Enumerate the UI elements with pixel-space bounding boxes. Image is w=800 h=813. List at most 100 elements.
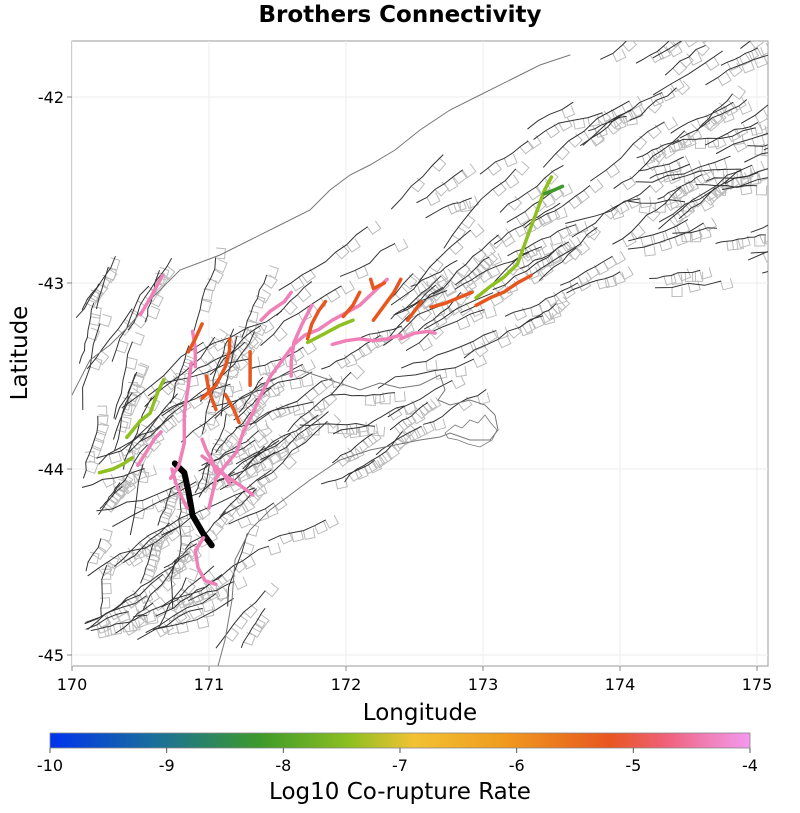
fault-patch — [142, 499, 154, 511]
fault-patch — [279, 531, 294, 545]
fault-trace — [571, 185, 651, 238]
fault-patch — [612, 272, 626, 286]
fault-trace — [87, 527, 179, 577]
fault-patch — [87, 551, 100, 565]
fault-trace — [190, 341, 246, 375]
fault-patch — [92, 545, 107, 560]
fault-patch — [410, 177, 426, 193]
fault-patch — [254, 434, 269, 449]
fault-patch — [689, 160, 703, 174]
fault-patch — [188, 394, 204, 410]
fault-patch — [761, 145, 768, 157]
fault-patch — [163, 368, 178, 384]
fault-patch — [172, 559, 185, 573]
fault-patch — [431, 304, 446, 318]
fault-trace — [454, 252, 530, 290]
fault-trace — [79, 302, 95, 364]
fault-patch — [754, 109, 768, 124]
fault-patch — [545, 124, 560, 139]
fault-patch — [632, 135, 648, 151]
rupture-segment — [138, 273, 165, 317]
fault-trace — [493, 202, 561, 245]
fault-patch — [638, 202, 651, 215]
fault-patch — [647, 124, 662, 140]
fault-patch — [143, 465, 157, 478]
fault-patch — [232, 558, 248, 574]
fault-trace — [387, 380, 453, 418]
fault-patch — [88, 445, 102, 460]
fault-patch — [97, 413, 109, 426]
fault-patch — [540, 242, 555, 256]
fault-trace — [260, 411, 329, 460]
fault-patch — [131, 332, 145, 346]
fault-patch — [113, 483, 128, 498]
fault-patch — [363, 460, 378, 475]
fault-patch — [753, 55, 768, 69]
fault-patch — [89, 356, 103, 371]
fault-patch — [373, 425, 386, 437]
fault-patch — [196, 505, 211, 521]
fault-patch — [292, 404, 306, 416]
fault-patch — [590, 131, 606, 146]
fault-trace — [455, 256, 490, 286]
fault-patch — [670, 78, 685, 93]
fault-patch — [757, 117, 768, 132]
fault-patch — [714, 185, 727, 197]
fault-patch — [255, 419, 269, 432]
fault-patch — [470, 303, 485, 318]
fault-patch — [740, 176, 752, 188]
fault-patch — [661, 88, 676, 102]
fault-patch — [589, 178, 604, 194]
fault-patch — [567, 236, 583, 251]
fault-patch — [350, 347, 366, 362]
fault-patch — [434, 367, 448, 380]
fault-patch — [429, 325, 445, 340]
fault-patch — [612, 48, 627, 63]
fault-trace — [657, 174, 703, 200]
fault-patch — [156, 489, 171, 504]
x-axis: 170 171 172 173 174 175 — [57, 666, 772, 694]
fault-trace — [128, 393, 178, 453]
fault-trace — [391, 154, 444, 210]
fault-trace — [424, 292, 494, 330]
fault-patch — [169, 567, 181, 580]
fault-trace — [678, 187, 716, 219]
rupture-segment — [405, 299, 424, 322]
fault-patch — [327, 423, 339, 434]
fault-patch — [391, 437, 406, 453]
coastline — [72, 54, 571, 666]
fault-patch — [462, 278, 478, 293]
colorbar-tick-label: -8 — [275, 756, 291, 775]
fault-patch — [202, 336, 217, 351]
fault-patch — [166, 527, 181, 542]
fault-trace — [123, 397, 152, 470]
fault-patch — [425, 359, 438, 371]
fault-trace — [566, 271, 621, 294]
fault-patch — [433, 313, 448, 328]
fault-patch — [243, 603, 258, 619]
fault-trace — [201, 368, 218, 435]
fault-trace — [332, 405, 405, 435]
fault-patch — [679, 53, 695, 69]
fault-patch — [162, 417, 178, 432]
fault-patch — [539, 263, 554, 278]
fault-patch — [732, 239, 744, 251]
fault-patch — [252, 295, 266, 309]
fault-patch — [314, 521, 328, 535]
fault-patch — [364, 395, 377, 407]
fault-trace — [613, 130, 685, 189]
fault-patch — [290, 277, 305, 292]
fault-patch — [340, 280, 355, 295]
fault-patch — [545, 291, 560, 307]
fault-patch — [266, 265, 279, 279]
fault-trace — [635, 41, 670, 64]
fault-patch — [395, 305, 410, 321]
fault-patch — [207, 369, 221, 382]
fault-patch — [707, 136, 720, 148]
fault-patch — [759, 234, 768, 244]
fault-patch — [684, 271, 697, 283]
fault-patch — [681, 231, 693, 243]
fault-patch — [406, 305, 421, 319]
rupture-segment — [399, 329, 437, 341]
fault-patch — [93, 282, 109, 297]
